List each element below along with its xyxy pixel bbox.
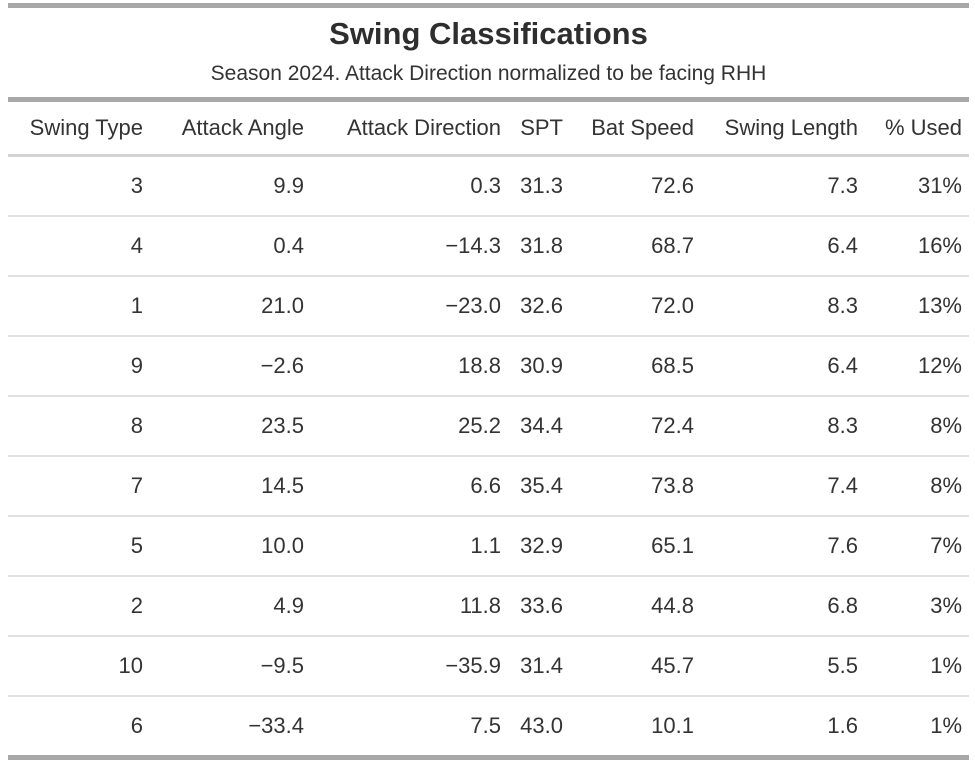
table-row: 10 −9.5 −35.9 31.4 45.7 5.5 1% <box>8 636 969 697</box>
cell-attack-angle: −9.5 <box>150 636 311 697</box>
cell-bat-speed: 72.6 <box>570 155 701 217</box>
cell-attack-direction: 1.1 <box>311 516 508 577</box>
column-header-spt: SPT <box>508 102 570 157</box>
cell-attack-angle: 4.9 <box>150 576 311 637</box>
cell-swing-length: 7.3 <box>701 155 865 217</box>
table-body: 3 9.9 0.3 31.3 72.6 7.3 31% 4 0.4 −14.3 31.8 68.7 6.… <box>8 155 969 756</box>
cell-swing-type: 7 <box>8 456 150 517</box>
cell-bat-speed: 68.7 <box>570 216 701 277</box>
table-row: 8 23.5 25.2 34.4 72.4 8.3 8% <box>8 396 969 457</box>
cell-swing-length: 6.4 <box>701 336 865 397</box>
cell-swing-type: 2 <box>8 576 150 637</box>
cell-spt: 31.4 <box>508 636 570 697</box>
cell-swing-length: 6.4 <box>701 216 865 277</box>
cell-swing-type: 8 <box>8 396 150 457</box>
cell-spt: 35.4 <box>508 456 570 517</box>
cell-attack-direction: 18.8 <box>311 336 508 397</box>
cell-swing-type: 3 <box>8 155 150 217</box>
cell-pct-used: 8% <box>865 456 969 517</box>
cell-pct-used: 16% <box>865 216 969 277</box>
cell-attack-direction: 11.8 <box>311 576 508 637</box>
cell-attack-direction: −23.0 <box>311 276 508 337</box>
swing-classifications-table: Swing Type Attack Angle Attack Direction… <box>8 102 969 755</box>
table-row: 6 −33.4 7.5 43.0 10.1 1.6 1% <box>8 696 969 755</box>
cell-attack-direction: 0.3 <box>311 155 508 217</box>
table-row: 9 −2.6 18.8 30.9 68.5 6.4 12% <box>8 336 969 397</box>
cell-spt: 30.9 <box>508 336 570 397</box>
cell-swing-length: 1.6 <box>827 713 858 738</box>
cell-pct-used: 1% <box>865 636 969 697</box>
cell-spt: 32.9 <box>508 516 570 577</box>
cell-attack-angle: 23.5 <box>150 396 311 457</box>
cell-spt: 33.6 <box>508 576 570 637</box>
cell-attack-angle: 9.9 <box>150 155 311 217</box>
cell-swing-type: 4 <box>8 216 150 277</box>
cell-attack-direction: −35.9 <box>311 636 508 697</box>
cell-attack-direction: 7.5 <box>470 713 501 738</box>
cell-bat-speed: 73.8 <box>570 456 701 517</box>
table-row: 5 10.0 1.1 32.9 65.1 7.6 7% <box>8 516 969 577</box>
cell-pct-used: 31% <box>865 155 969 217</box>
cell-bat-speed: 10.1 <box>651 713 694 738</box>
cell-bat-speed: 65.1 <box>570 516 701 577</box>
page-subtitle: Season 2024. Attack Direction normalized… <box>210 61 767 85</box>
cell-spt: 31.3 <box>508 155 570 217</box>
cell-attack-angle: 21.0 <box>150 276 311 337</box>
cell-spt: 32.6 <box>508 276 570 337</box>
column-header-bat-speed: Bat Speed <box>570 102 701 157</box>
cell-swing-length: 5.5 <box>701 636 865 697</box>
cell-bat-speed: 72.0 <box>570 276 701 337</box>
cell-bat-speed: 45.7 <box>570 636 701 697</box>
cell-attack-angle: 0.4 <box>150 216 311 277</box>
cell-swing-type: 10 <box>8 636 150 697</box>
column-header-pct-used: % Used <box>865 102 969 157</box>
table-row: 7 14.5 6.6 35.4 73.8 7.4 8% <box>8 456 969 517</box>
cell-spt: 34.4 <box>508 396 570 457</box>
cell-pct-used: 3% <box>865 576 969 637</box>
swing-classifications-table-container: Swing Classifications Season 2024. Attac… <box>8 3 969 760</box>
cell-swing-type: 1 <box>8 276 150 337</box>
cell-pct-used: 13% <box>865 276 969 337</box>
table-row: 4 0.4 −14.3 31.8 68.7 6.4 16% <box>8 216 969 277</box>
cell-spt: 43.0 <box>520 713 563 738</box>
cell-swing-length: 6.8 <box>701 576 865 637</box>
cell-swing-length: 8.3 <box>701 276 865 337</box>
cell-pct-used: 8% <box>865 396 969 457</box>
table-row: 1 21.0 −23.0 32.6 72.0 8.3 13% <box>8 276 969 337</box>
cell-swing-length: 7.6 <box>701 516 865 577</box>
table-row: 3 9.9 0.3 31.3 72.6 7.3 31% <box>8 155 969 217</box>
column-header-swing-length: Swing Length <box>701 102 865 157</box>
cell-swing-length: 7.4 <box>701 456 865 517</box>
column-header-swing-type: Swing Type <box>8 102 150 157</box>
cell-attack-angle: 14.5 <box>150 456 311 517</box>
column-header-row: Swing Type Attack Angle Attack Direction… <box>8 102 969 157</box>
page-title: Swing Classifications <box>329 15 648 51</box>
cell-pct-used: 12% <box>865 336 969 397</box>
cell-attack-direction: −14.3 <box>311 216 508 277</box>
table-row: 2 4.9 11.8 33.6 44.8 6.8 3% <box>8 576 969 637</box>
cell-swing-length: 8.3 <box>701 396 865 457</box>
cell-swing-type: 9 <box>8 336 150 397</box>
column-header-attack-direction: Attack Direction <box>311 102 508 157</box>
column-header-attack-angle: Attack Angle <box>150 102 311 157</box>
cell-attack-angle: 10.0 <box>150 516 311 577</box>
cell-bat-speed: 68.5 <box>570 336 701 397</box>
cell-swing-type: 6 <box>130 713 143 738</box>
cell-attack-direction: 25.2 <box>311 396 508 457</box>
cell-pct-used: 1% <box>930 713 962 738</box>
cell-pct-used: 7% <box>865 516 969 577</box>
cell-attack-angle: −33.4 <box>248 713 304 738</box>
cell-bat-speed: 72.4 <box>570 396 701 457</box>
cell-spt: 31.8 <box>508 216 570 277</box>
cell-attack-direction: 6.6 <box>311 456 508 517</box>
table-heading: Swing Classifications Season 2024. Attac… <box>8 8 969 102</box>
cell-attack-angle: −2.6 <box>150 336 311 397</box>
cell-bat-speed: 44.8 <box>570 576 701 637</box>
cell-swing-type: 5 <box>8 516 150 577</box>
